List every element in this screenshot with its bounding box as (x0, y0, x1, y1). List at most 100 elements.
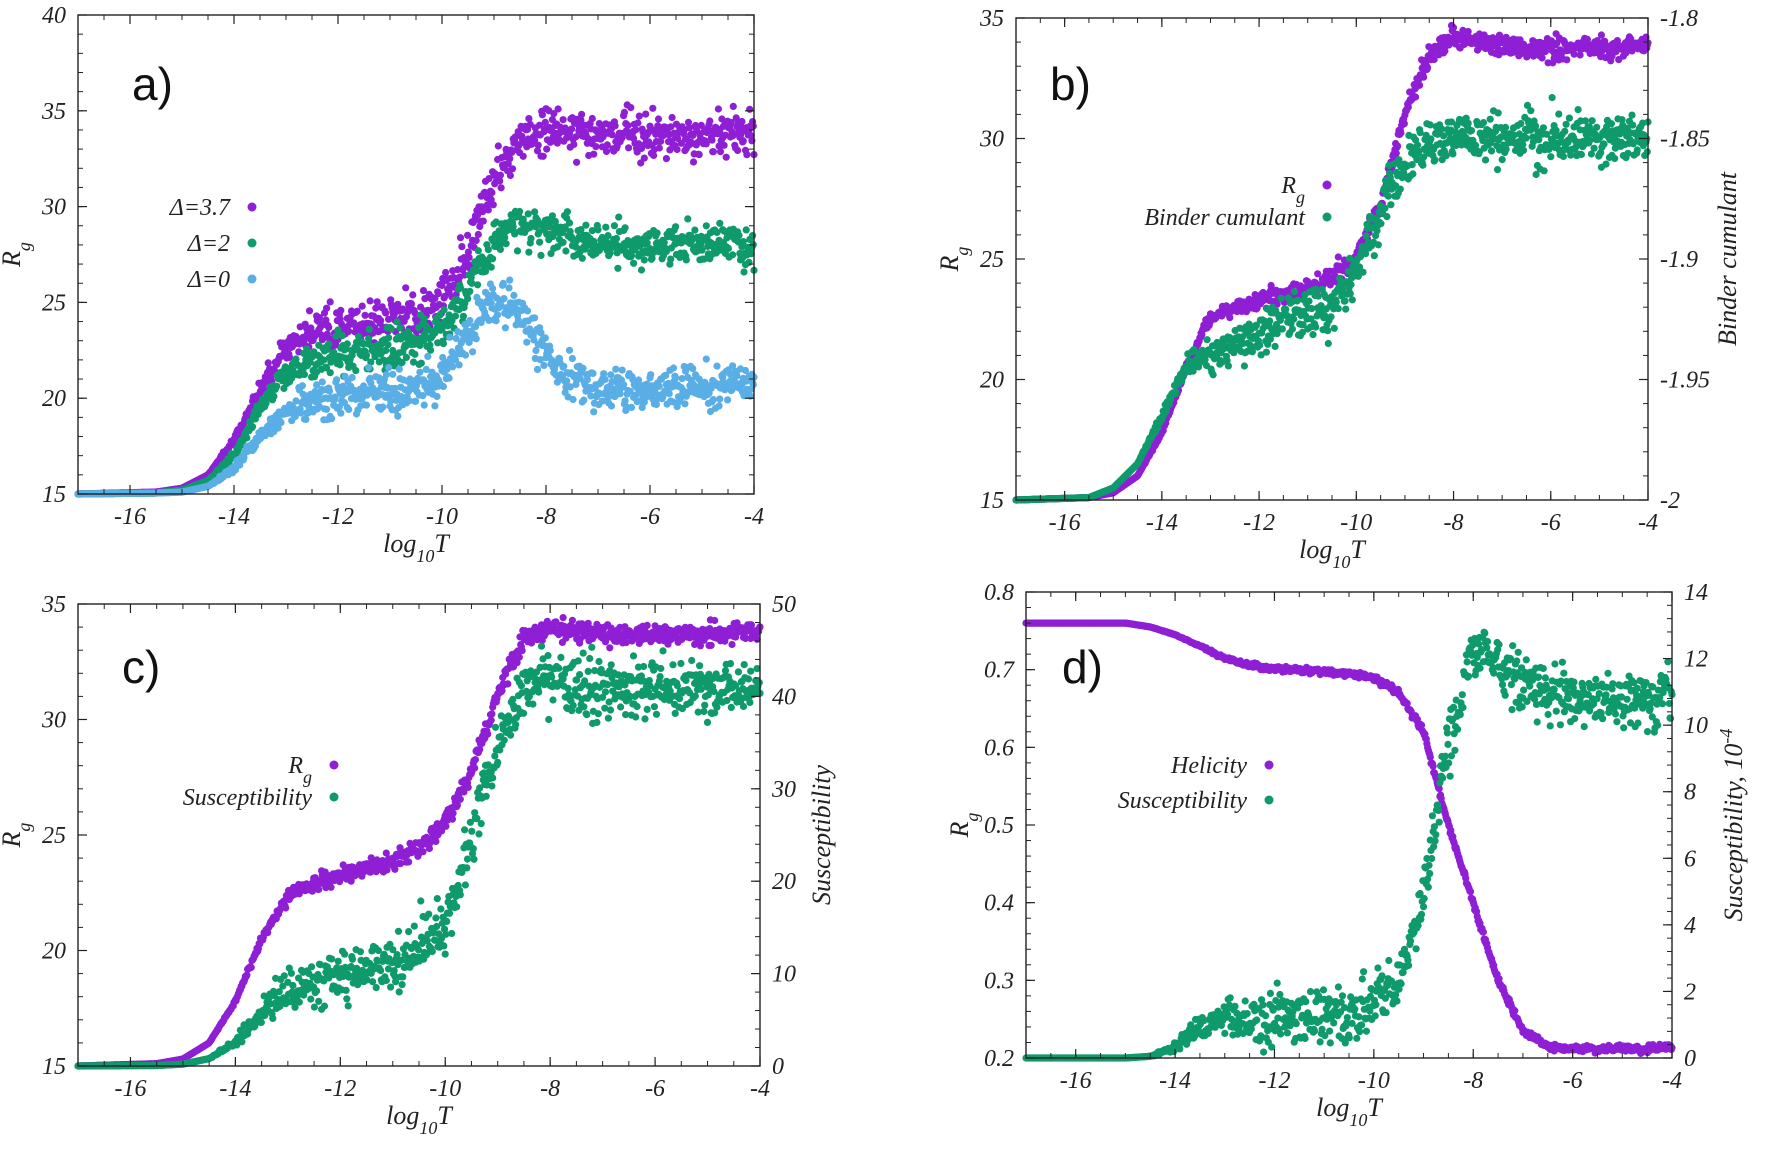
data-point (620, 381, 628, 389)
data-point (325, 323, 333, 331)
y-tick-label: 30 (41, 195, 66, 221)
data-point (733, 372, 741, 380)
data-point (270, 392, 278, 400)
data-point (500, 295, 508, 303)
data-point (572, 133, 580, 141)
data-point (1593, 123, 1601, 131)
data-point (1324, 327, 1332, 335)
data-point (338, 332, 346, 340)
data-point (578, 254, 586, 262)
data-point (691, 226, 699, 234)
data-point (492, 317, 500, 325)
data-point (402, 353, 410, 361)
data-point (539, 152, 547, 160)
y-tick-label: 20 (42, 386, 66, 412)
data-point (625, 144, 633, 152)
data-point (647, 371, 655, 379)
data-point (735, 231, 743, 239)
data-point (1611, 154, 1619, 163)
data-point (1381, 204, 1389, 212)
data-point (1362, 232, 1370, 240)
data-point (345, 327, 353, 335)
data-point (420, 315, 428, 323)
x-tick-label: -8 (536, 504, 556, 530)
data-point (525, 115, 533, 123)
data-point (672, 374, 680, 382)
data-point (424, 352, 432, 360)
data-point (385, 315, 393, 323)
data-point (411, 350, 419, 358)
data-point (672, 223, 680, 231)
data-point (485, 175, 493, 183)
data-point (1502, 145, 1510, 153)
data-point (709, 396, 718, 404)
data-point (407, 300, 415, 308)
data-point (361, 311, 369, 319)
data-point (1539, 124, 1547, 132)
data-point (1271, 342, 1279, 350)
data-point (1563, 56, 1571, 64)
data-points (74, 101, 758, 498)
data-point (1547, 153, 1555, 161)
data-point (372, 304, 380, 312)
data-point (468, 279, 476, 287)
x-tick-label: -12 (322, 504, 354, 530)
data-point (1498, 156, 1506, 164)
data-point (541, 118, 549, 126)
data-point (1467, 127, 1476, 135)
x-tick-label: -6 (640, 504, 660, 530)
data-point (548, 116, 557, 124)
data-point (353, 307, 361, 315)
data-point (1288, 325, 1296, 333)
data-point (411, 309, 419, 317)
data-point (579, 364, 587, 372)
data-point (689, 365, 697, 373)
data-point (513, 247, 522, 255)
data-point (474, 247, 482, 255)
data-point (541, 334, 549, 342)
data-point (455, 361, 463, 369)
data-point (1172, 388, 1180, 396)
data-point (702, 140, 710, 148)
data-point (730, 130, 738, 138)
data-point (582, 221, 590, 229)
data-point (315, 314, 324, 322)
data-point (621, 397, 629, 405)
data-point (568, 125, 576, 133)
data-point (1346, 289, 1354, 298)
data-point (685, 124, 693, 132)
data-point (578, 110, 586, 118)
data-point (358, 302, 366, 310)
data-point (640, 256, 648, 264)
data-point (743, 151, 751, 159)
data-point (277, 419, 285, 427)
data-point (1384, 192, 1392, 200)
data-point (634, 119, 642, 127)
data-point (749, 232, 757, 240)
data-point (332, 332, 340, 340)
data-point (1588, 117, 1596, 125)
data-point (496, 171, 504, 179)
data-point (588, 114, 596, 123)
data-point (501, 234, 509, 242)
data-point (716, 148, 725, 156)
data-point (1464, 27, 1472, 36)
data-point (689, 131, 697, 139)
data-point (1400, 120, 1408, 128)
data-point (322, 316, 330, 324)
data-point (729, 251, 737, 259)
data-point (531, 314, 539, 322)
legend: Δ=3.7Δ=2Δ=0 (169, 195, 257, 293)
data-point (570, 140, 578, 148)
data-point (738, 117, 746, 126)
data-point (1290, 315, 1298, 323)
data-point (1431, 156, 1439, 164)
data-point (1416, 81, 1424, 89)
data-point (474, 281, 482, 289)
data-point (412, 397, 420, 405)
data-point (534, 141, 542, 149)
data-point (1548, 94, 1556, 102)
data-point (614, 264, 622, 272)
data-point (1342, 305, 1350, 313)
data-point (573, 158, 581, 166)
